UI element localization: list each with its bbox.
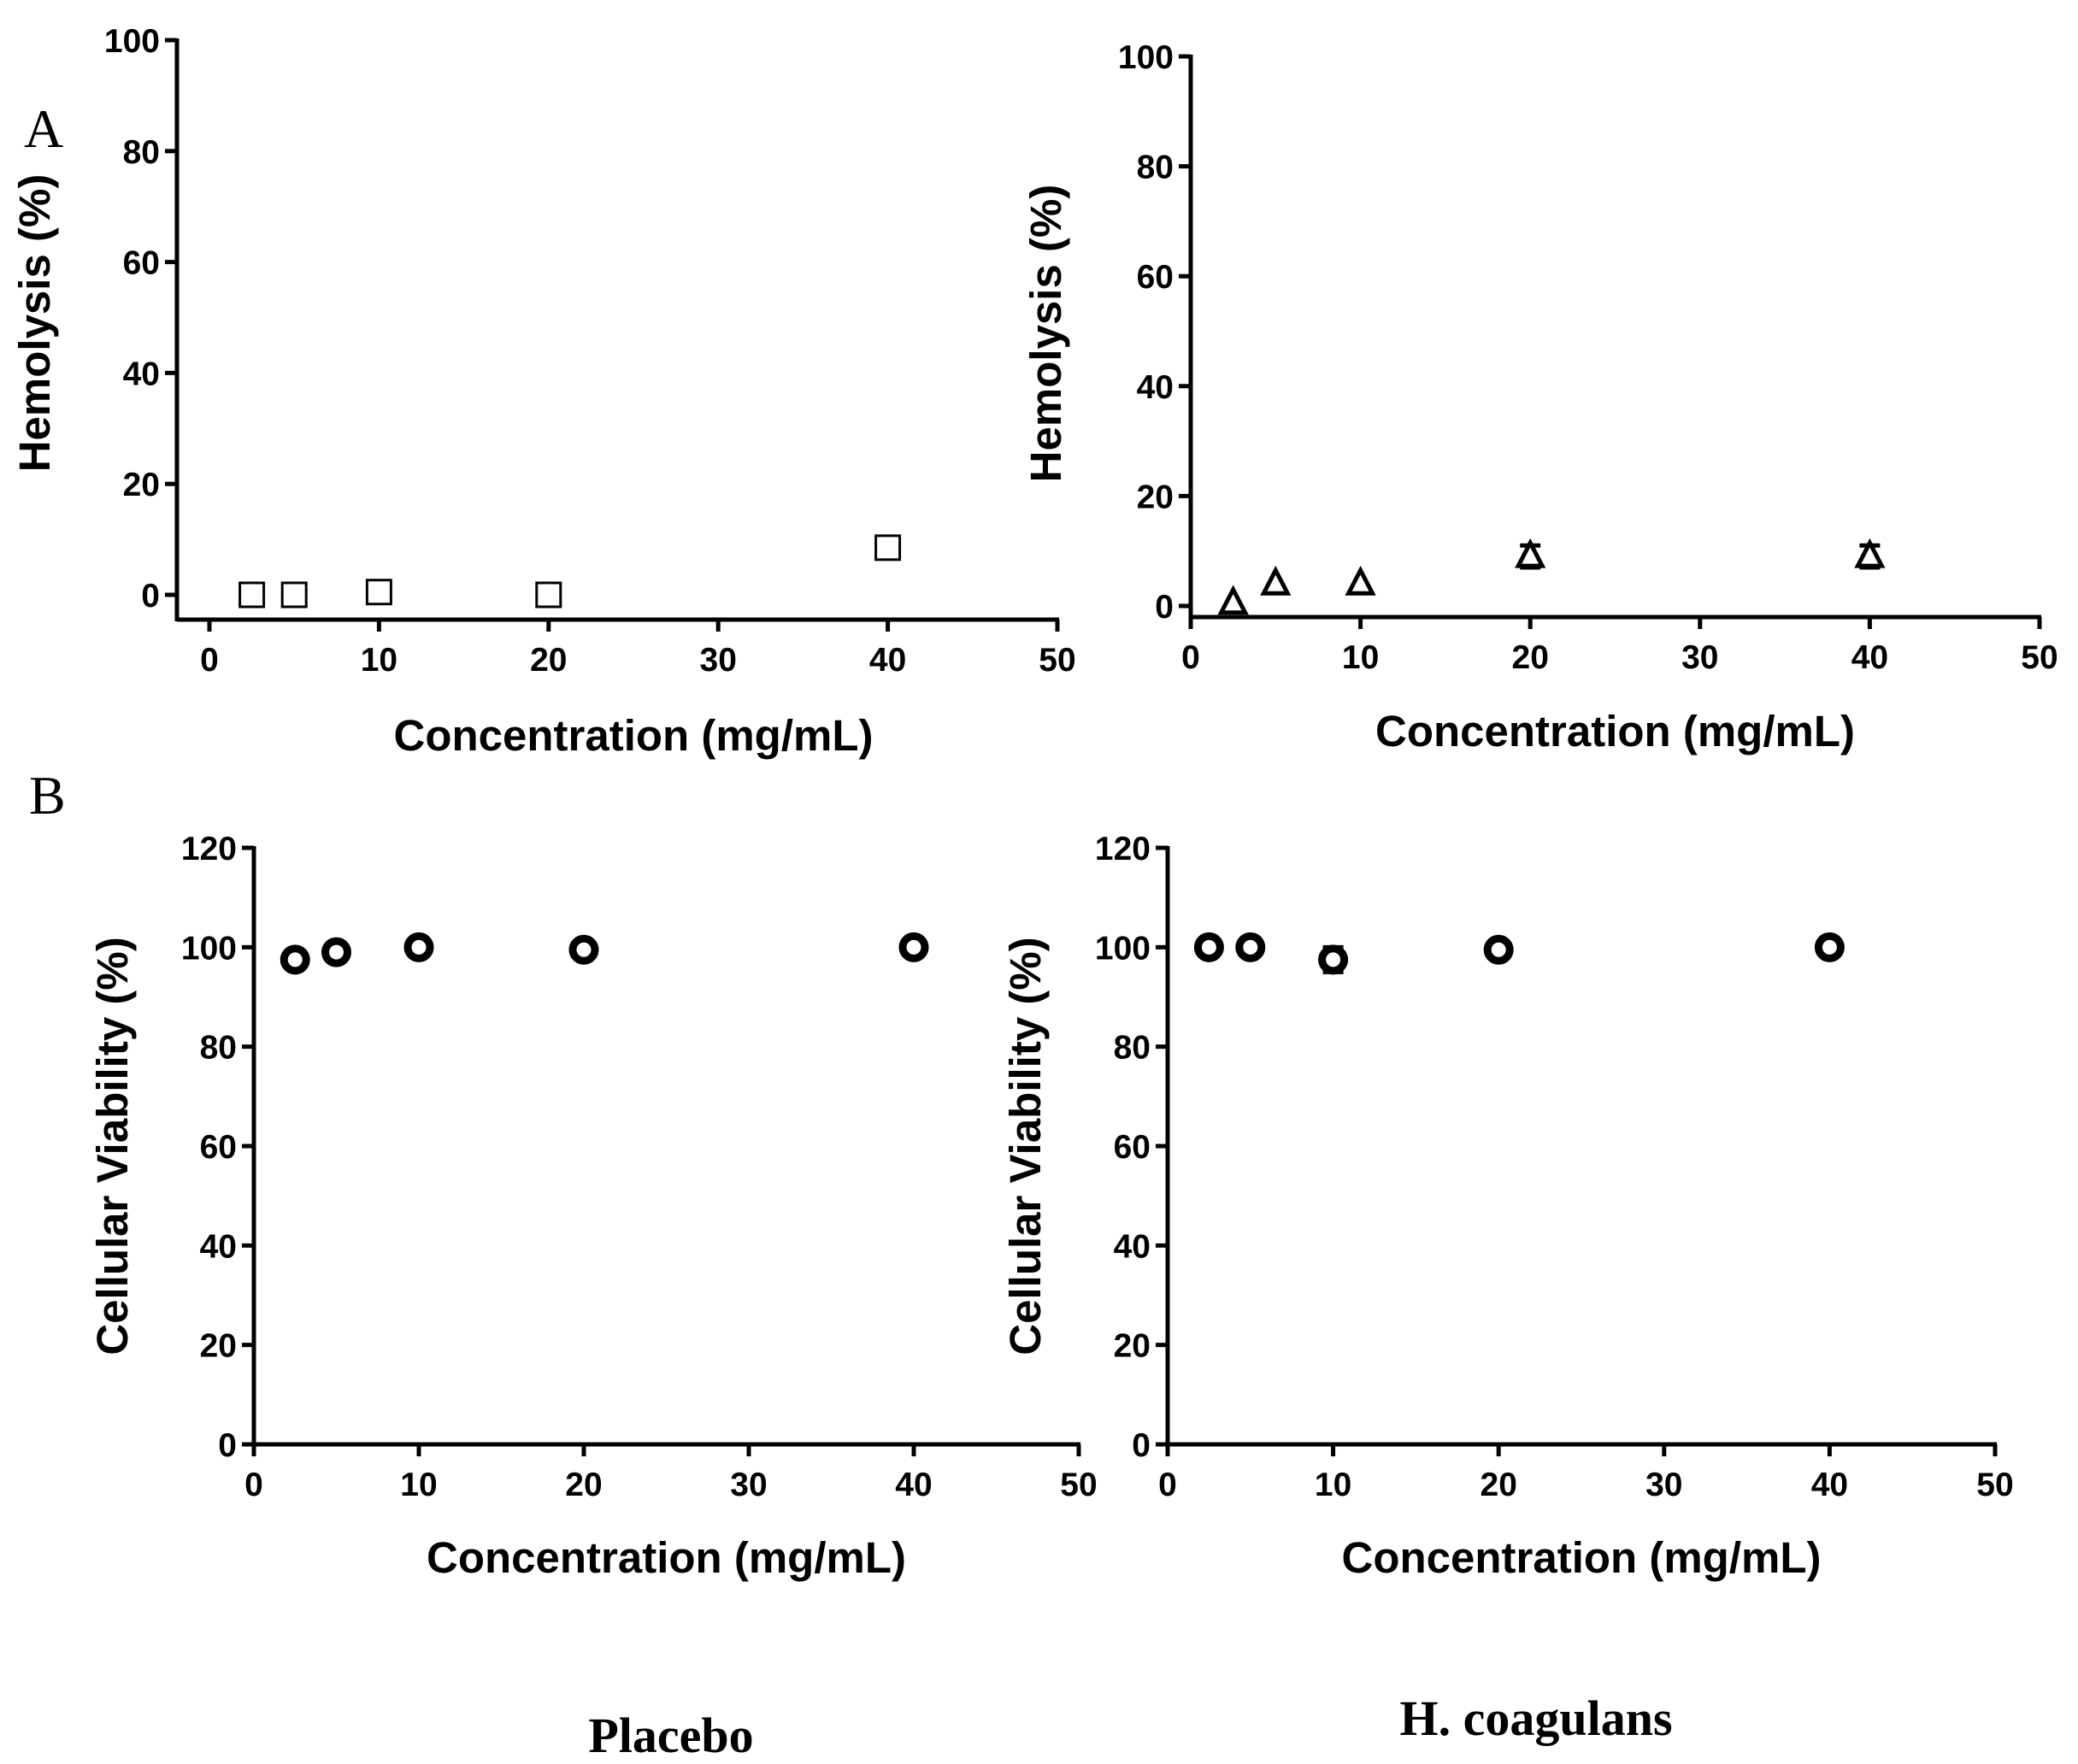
chart-viability-placebo: 0 20 40 60 80 100 120 0 10 20 30 40 50 Concentration … [88, 831, 1098, 1582]
x-tick-label: 0 [200, 642, 219, 679]
group-label-placebo: Placebo [588, 1708, 753, 1763]
y-tick-label: 20 [1114, 1328, 1151, 1365]
y-tick-label: 120 [1095, 831, 1151, 867]
y-tick-label: 80 [123, 134, 160, 171]
x-tick-label: 10 [400, 1467, 437, 1503]
data-point-circle [1814, 932, 1845, 962]
y-tick-label: 60 [1137, 259, 1174, 296]
y-tick-label: 0 [1155, 589, 1174, 626]
x-tick-label: 20 [1481, 1467, 1517, 1503]
y-axis-title: Hemolysis (%) [1021, 185, 1070, 483]
x-tick-label: 0 [244, 1467, 263, 1503]
y-tick-label: 20 [200, 1328, 237, 1365]
x-tick-label: 50 [1060, 1467, 1097, 1503]
data-point-circle [321, 937, 351, 967]
y-tick-label: 0 [218, 1427, 237, 1464]
chart-hemolysis-h-coagulans: 0 20 40 60 80 100 0 10 20 30 40 50 Concentration (mg… [1021, 39, 2058, 756]
data-point-triangle [1217, 585, 1249, 615]
x-axis-title: Concentration (mg/mL) [394, 711, 874, 760]
data-point-triangle [1515, 538, 1546, 568]
data-point-circle [568, 934, 599, 965]
x-tick-label: 30 [1681, 639, 1718, 676]
y-tick-label: 120 [181, 831, 237, 867]
y-tick-label: 40 [1114, 1228, 1151, 1265]
x-tick-label: 20 [530, 642, 567, 679]
x-tick-label: 50 [1039, 642, 1075, 679]
y-tick-label: 100 [1095, 930, 1151, 967]
data-point-circle [1483, 934, 1514, 965]
x-tick-label: 40 [869, 642, 906, 679]
y-tick-label: 60 [200, 1129, 237, 1166]
y-tick-label: 0 [1132, 1427, 1151, 1464]
y-tick-label: 40 [200, 1228, 237, 1265]
x-axis-title: Concentration (mg/mL) [1375, 707, 1855, 756]
x-axis-title: Concentration (mg/mL) [427, 1533, 906, 1582]
x-tick-label: 50 [2021, 639, 2057, 676]
data-point-square [535, 581, 562, 609]
y-axis-title: Cellular Viability (%) [88, 937, 137, 1355]
y-tick-label: 40 [123, 356, 160, 392]
x-tick-label: 40 [1851, 639, 1888, 676]
x-tick-label: 30 [1645, 1467, 1682, 1503]
data-point-circle [403, 932, 434, 962]
data-point-square [280, 581, 308, 609]
data-point-triangle [1854, 538, 1886, 568]
y-tick-label: 100 [104, 23, 160, 60]
data-point-circle [280, 944, 310, 975]
y-tick-label: 20 [1137, 479, 1174, 515]
x-axis-title: Concentration (mg/mL) [1342, 1533, 1822, 1582]
data-point-circle [1193, 932, 1224, 962]
data-point-square [874, 534, 902, 562]
y-tick-label: 0 [141, 578, 160, 614]
x-tick-label: 10 [1342, 639, 1379, 676]
x-tick-label: 10 [361, 642, 397, 679]
y-tick-label: 100 [181, 930, 237, 967]
panel-letter-b: B [29, 765, 66, 826]
y-tick-label: 80 [1137, 150, 1174, 186]
group-label-h-coagulans: H. coagulans [1399, 1690, 1672, 1746]
chart-viability-h-coagulans: 0 20 40 60 80 100 120 0 10 20 30 40 50 Concentration … [1001, 831, 2014, 1582]
chart-hemolysis-placebo: 0 20 40 60 80 100 0 10 20 30 40 50 Concentration (mg… [10, 23, 1076, 760]
y-tick-label: 60 [1114, 1129, 1151, 1166]
data-point-square [365, 579, 392, 606]
y-axis-title: Cellular Viability (%) [1001, 937, 1050, 1355]
y-tick-label: 60 [123, 245, 160, 282]
x-tick-label: 50 [1976, 1467, 2013, 1503]
data-point-circle [898, 932, 929, 962]
data-point-circle [1318, 944, 1349, 975]
panel-letter-a: A [24, 98, 63, 159]
y-tick-label: 80 [1114, 1030, 1151, 1067]
x-tick-label: 20 [565, 1467, 602, 1503]
y-tick-label: 100 [1118, 39, 1174, 76]
y-tick-label: 80 [200, 1030, 237, 1067]
data-point-circle [1235, 932, 1266, 962]
x-tick-label: 40 [895, 1467, 932, 1503]
y-tick-label: 20 [123, 467, 160, 503]
x-tick-label: 30 [730, 1467, 767, 1503]
x-tick-label: 30 [700, 642, 737, 679]
x-tick-label: 0 [1181, 639, 1200, 676]
x-tick-label: 0 [1158, 1467, 1177, 1503]
data-point-square [238, 581, 266, 609]
data-point-triangle [1260, 565, 1292, 596]
y-tick-label: 40 [1137, 369, 1174, 406]
x-tick-label: 10 [1315, 1467, 1351, 1503]
x-tick-label: 40 [1811, 1467, 1848, 1503]
x-tick-label: 20 [1512, 639, 1549, 676]
y-axis-title: Hemolysis (%) [10, 174, 59, 473]
data-point-triangle [1345, 565, 1376, 596]
